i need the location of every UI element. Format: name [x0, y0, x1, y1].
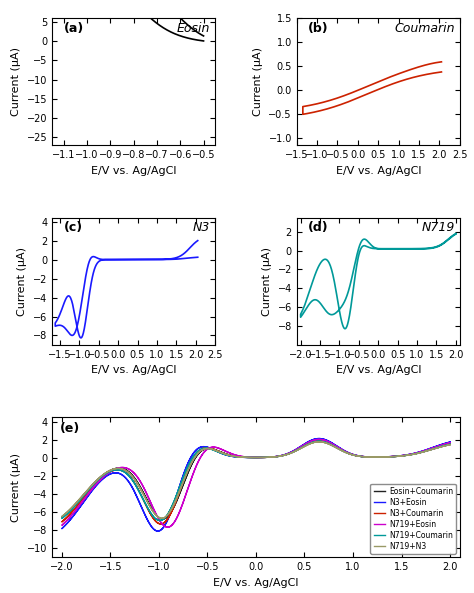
- N3+Eosin: [316, 435, 321, 442]
- N719+Eosin: [344, 449, 350, 456]
- N719+Eosin: [109, 467, 115, 474]
- Line: Eosin+Coumarin: Eosin+Coumarin: [62, 442, 450, 519]
- Eosin+Coumarin: [316, 438, 322, 445]
- N719+Eosin: [447, 439, 453, 447]
- Text: (a): (a): [64, 21, 84, 34]
- X-axis label: E/V vs. Ag/AgCl: E/V vs. Ag/AgCl: [336, 165, 421, 176]
- Text: Coumarin: Coumarin: [394, 21, 455, 34]
- N3+Coumarin: [316, 437, 321, 444]
- Eosin+Coumarin: [185, 470, 191, 477]
- Y-axis label: Current (μA): Current (μA): [262, 247, 272, 315]
- Line: N719+Eosin: N719+Eosin: [62, 439, 450, 527]
- N719+Eosin: [447, 439, 453, 447]
- N3+Coumarin: [447, 440, 453, 447]
- Eosin+Coumarin: [95, 476, 101, 483]
- Text: (d): (d): [308, 221, 329, 234]
- N3+Eosin: [344, 448, 350, 455]
- Line: N3+Eosin: N3+Eosin: [62, 439, 450, 531]
- N719+N3: [344, 449, 350, 457]
- Y-axis label: Current (μA): Current (μA): [253, 47, 263, 116]
- N3+Eosin: [185, 460, 191, 467]
- X-axis label: E/V vs. Ag/AgCl: E/V vs. Ag/AgCl: [336, 365, 421, 375]
- N3+Coumarin: [185, 466, 191, 473]
- N3+Coumarin: [316, 437, 322, 444]
- N719+Coumarin: [185, 464, 191, 471]
- Text: (e): (e): [60, 422, 81, 435]
- Text: N719: N719: [421, 221, 455, 234]
- N3+Eosin: [96, 479, 101, 486]
- N719+Coumarin: [316, 438, 321, 445]
- N3+Eosin: [155, 528, 161, 535]
- X-axis label: E/V vs. Ag/AgCl: E/V vs. Ag/AgCl: [91, 365, 176, 375]
- N719+Coumarin: [157, 517, 163, 524]
- N3+Eosin: [316, 435, 322, 442]
- N719+Eosin: [96, 478, 101, 485]
- N719+N3: [447, 441, 453, 448]
- Y-axis label: Current (μA): Current (μA): [11, 47, 21, 116]
- Eosin+Coumarin: [316, 438, 321, 445]
- Y-axis label: Current (μA): Current (μA): [18, 247, 27, 315]
- Line: N3+Coumarin: N3+Coumarin: [62, 441, 450, 524]
- X-axis label: E/V vs. Ag/AgCl: E/V vs. Ag/AgCl: [213, 578, 299, 588]
- N719+Eosin: [316, 436, 322, 443]
- Text: (b): (b): [308, 21, 329, 34]
- N719+Coumarin: [109, 467, 115, 474]
- N719+N3: [159, 515, 164, 522]
- N719+Eosin: [80, 498, 85, 505]
- Line: N719+N3: N719+N3: [62, 442, 450, 518]
- N719+N3: [109, 466, 115, 473]
- N3+Coumarin: [158, 521, 164, 528]
- N3+Coumarin: [80, 496, 85, 503]
- Eosin+Coumarin: [79, 493, 85, 500]
- Eosin+Coumarin: [447, 441, 453, 448]
- N719+Coumarin: [447, 441, 453, 448]
- N719+Coumarin: [316, 438, 322, 445]
- N3+Coumarin: [344, 449, 350, 456]
- Line: N719+Coumarin: N719+Coumarin: [62, 441, 450, 521]
- Eosin+Coumarin: [160, 515, 166, 522]
- N3+Eosin: [109, 470, 115, 477]
- Eosin+Coumarin: [344, 449, 350, 457]
- N719+N3: [447, 441, 453, 448]
- N3+Coumarin: [96, 477, 101, 484]
- N719+N3: [185, 467, 191, 474]
- N719+Coumarin: [447, 441, 453, 448]
- N3+Eosin: [447, 438, 453, 445]
- N719+N3: [316, 438, 322, 445]
- Legend: Eosin+Coumarin, N3+Eosin, N3+Coumarin, N719+Eosin, N719+Coumarin, N719+N3: Eosin+Coumarin, N3+Eosin, N3+Coumarin, N…: [371, 484, 456, 554]
- N719+Eosin: [164, 524, 170, 531]
- N3+Coumarin: [447, 440, 453, 447]
- N3+Eosin: [447, 438, 453, 445]
- N719+Coumarin: [344, 449, 350, 457]
- X-axis label: E/V vs. Ag/AgCl: E/V vs. Ag/AgCl: [91, 165, 176, 176]
- N719+N3: [316, 438, 321, 445]
- Y-axis label: Current (μA): Current (μA): [11, 453, 21, 522]
- N719+Eosin: [185, 486, 191, 493]
- N719+Coumarin: [96, 476, 101, 483]
- N3+Eosin: [80, 500, 85, 507]
- N719+N3: [80, 492, 85, 499]
- Eosin+Coumarin: [109, 466, 115, 473]
- N719+Eosin: [316, 436, 321, 443]
- N719+Coumarin: [80, 493, 85, 500]
- Text: N3: N3: [193, 221, 210, 234]
- N719+N3: [96, 475, 101, 482]
- Text: (c): (c): [64, 221, 82, 234]
- N3+Coumarin: [109, 467, 115, 474]
- Eosin+Coumarin: [447, 441, 453, 448]
- Text: Eosin: Eosin: [177, 21, 210, 34]
